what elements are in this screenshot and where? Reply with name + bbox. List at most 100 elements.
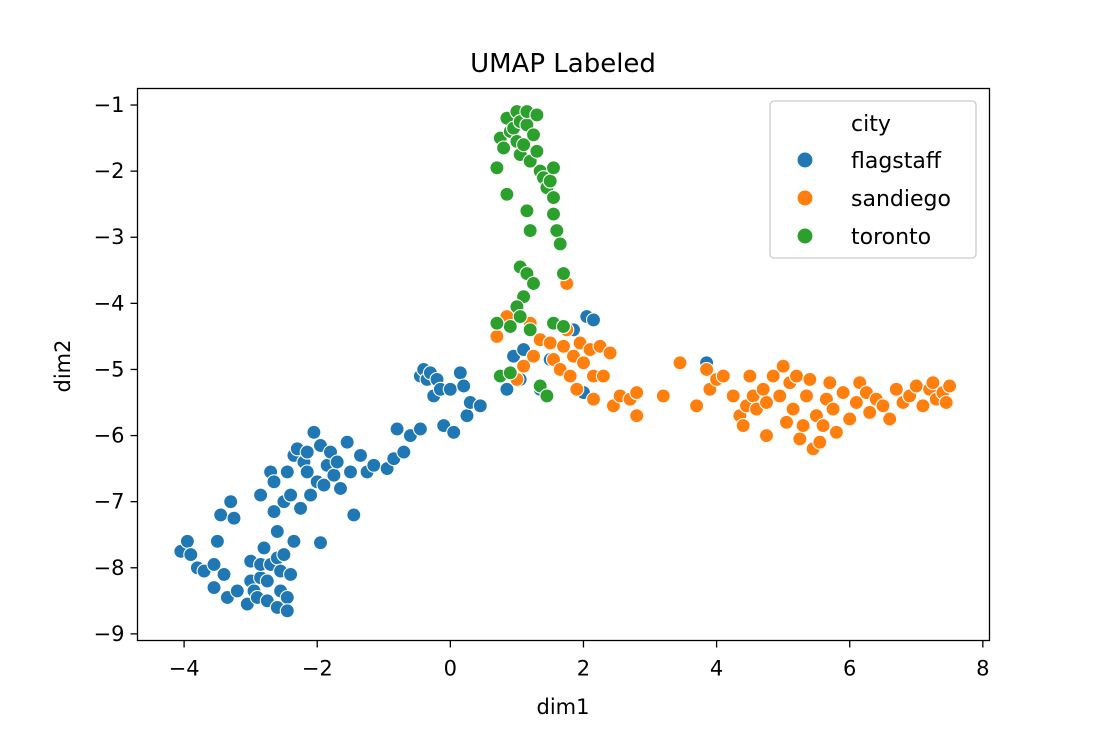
point-toronto	[522, 223, 538, 239]
point-flagstaff	[316, 477, 332, 493]
point-flagstaff	[293, 500, 309, 516]
point-sandiego	[629, 385, 645, 401]
point-toronto	[489, 160, 505, 176]
legend-marker-sandiego	[796, 189, 814, 207]
y-axis-label: dim2	[51, 340, 75, 393]
point-flagstaff	[279, 603, 295, 619]
point-flagstaff	[259, 573, 275, 589]
point-sandiego	[689, 398, 705, 414]
x-tick-label: 0	[444, 657, 457, 681]
point-flagstaff	[499, 381, 515, 397]
point-sandiego	[575, 355, 592, 371]
point-sandiego	[699, 361, 715, 378]
point-flagstaff	[332, 480, 349, 497]
point-sandiego	[569, 381, 585, 397]
point-toronto	[512, 309, 528, 325]
y-tick-label: −4	[94, 291, 125, 315]
point-toronto	[519, 203, 535, 219]
y-tick-label: −9	[94, 622, 125, 646]
point-flagstaff	[256, 540, 272, 556]
point-flagstaff	[585, 312, 602, 328]
point-sandiego	[735, 418, 751, 434]
point-sandiego	[828, 424, 844, 440]
point-sandiego	[835, 385, 851, 401]
point-sandiego	[775, 358, 791, 374]
point-flagstaff	[352, 447, 369, 463]
point-flagstaff	[396, 444, 412, 460]
point-toronto	[525, 127, 542, 143]
point-flagstaff	[329, 454, 345, 470]
point-flagstaff	[229, 583, 245, 599]
point-sandiego	[785, 401, 801, 417]
x-tick-label: −4	[169, 657, 200, 681]
point-sandiego	[815, 418, 831, 434]
point-flagstaff	[279, 589, 295, 606]
point-toronto	[499, 186, 515, 202]
point-flagstaff	[326, 467, 342, 483]
point-sandiego	[562, 368, 578, 384]
point-flagstaff	[206, 556, 222, 573]
point-flagstaff	[299, 464, 315, 480]
point-toronto	[529, 107, 545, 123]
point-flagstaff	[472, 398, 488, 414]
point-flagstaff	[389, 421, 405, 437]
point-flagstaff	[266, 504, 282, 520]
point-flagstaff	[183, 547, 199, 563]
point-flagstaff	[276, 547, 292, 563]
point-sandiego	[778, 414, 795, 430]
point-flagstaff	[269, 523, 285, 539]
y-tick-label: −7	[94, 490, 125, 514]
point-toronto	[525, 275, 542, 292]
point-sandiego	[915, 398, 931, 414]
point-flagstaff	[286, 533, 302, 549]
point-sandiego	[882, 411, 898, 427]
point-sandiego	[585, 391, 602, 407]
point-flagstaff	[456, 378, 472, 394]
point-flagstaff	[206, 580, 222, 596]
point-sandiego	[672, 355, 688, 371]
y-tick-label: −3	[94, 225, 125, 249]
point-sandiego	[822, 375, 838, 391]
point-flagstaff	[209, 533, 225, 549]
points-layer	[173, 104, 958, 619]
point-flagstaff	[266, 474, 282, 490]
point-sandiego	[772, 388, 788, 404]
point-sandiego	[942, 378, 958, 394]
y-tick-label: −2	[94, 159, 125, 183]
legend-marker-flagstaff	[796, 151, 814, 169]
point-toronto	[522, 322, 538, 338]
x-axis: −4 −2 0 2 4 6 8	[169, 640, 990, 681]
point-sandiego	[925, 375, 941, 391]
point-flagstaff	[452, 365, 468, 381]
point-flagstaff	[303, 487, 319, 503]
x-tick-label: 8	[976, 657, 989, 681]
legend-label-toronto: toronto	[851, 225, 931, 250]
y-tick-label: −8	[94, 556, 125, 580]
legend-items: flagstaff sandiego toronto	[796, 149, 951, 250]
point-sandiego	[602, 345, 618, 361]
point-sandiego	[655, 388, 671, 404]
point-flagstaff	[412, 421, 428, 437]
x-tick-label: 6	[843, 657, 856, 681]
point-toronto	[549, 223, 565, 239]
point-sandiego	[715, 368, 731, 384]
point-flagstaff	[226, 510, 242, 526]
x-tick-label: 4	[710, 657, 723, 681]
legend-label-flagstaff: flagstaff	[851, 149, 942, 174]
point-sandiego	[758, 428, 775, 444]
point-toronto	[545, 190, 562, 206]
plot-frame	[136, 87, 991, 642]
y-tick-label: −5	[94, 357, 125, 381]
point-toronto	[555, 318, 572, 335]
point-flagstaff	[283, 566, 299, 582]
y-tick-label: −6	[94, 424, 125, 448]
point-flagstaff	[223, 494, 239, 510]
point-sandiego	[888, 381, 904, 397]
point-flagstaff	[306, 424, 322, 440]
legend-box	[769, 100, 977, 259]
point-toronto	[552, 236, 568, 252]
point-sandiego	[555, 338, 572, 354]
point-sandiego	[788, 368, 805, 384]
